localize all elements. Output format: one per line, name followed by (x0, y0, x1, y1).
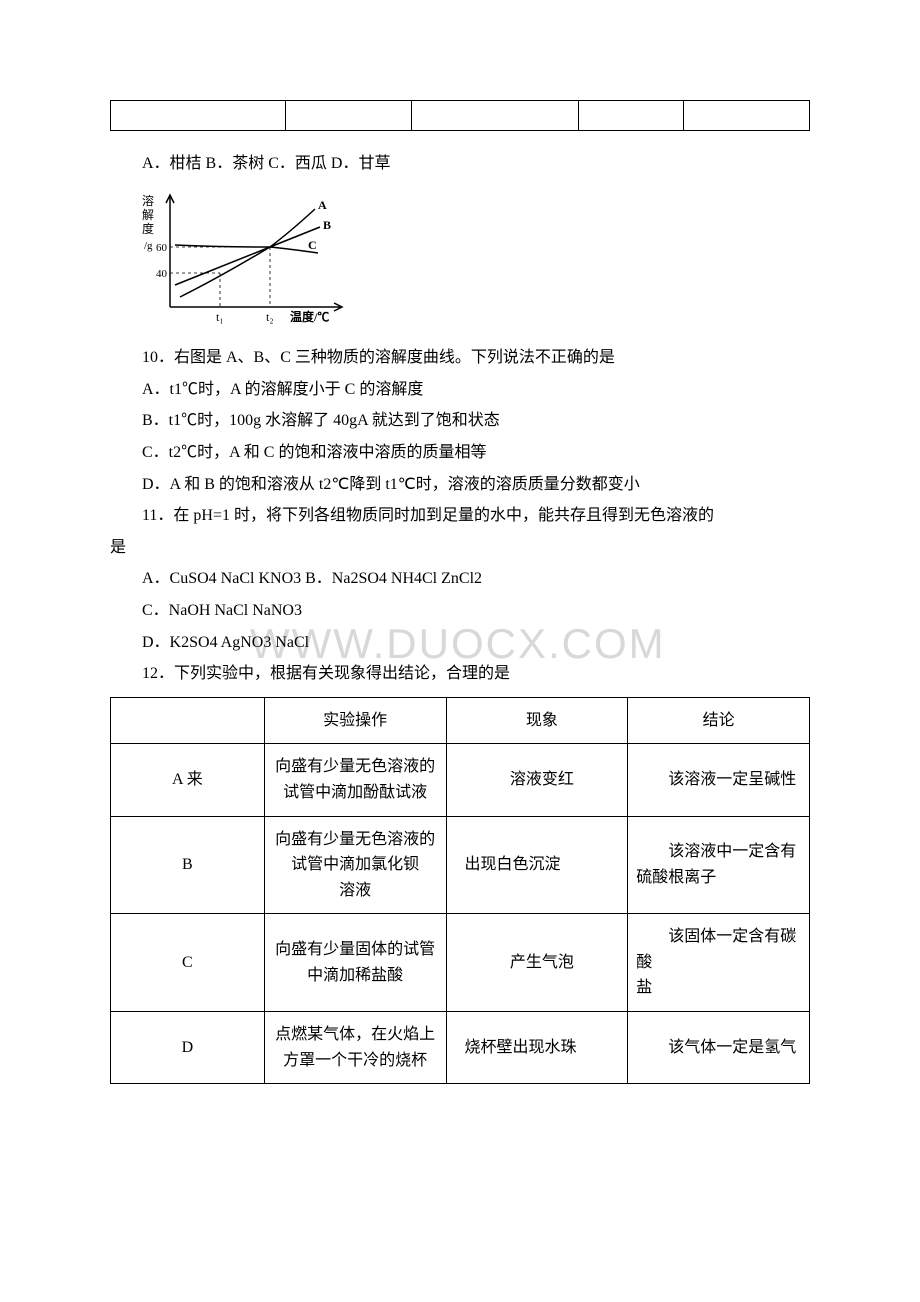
svg-text:B: B (323, 218, 331, 232)
row-d-conc: 该气体一定是氢气 (628, 1012, 810, 1084)
table-row: C 向盛有少量固体的试管中滴加稀盐酸 产生气泡 该固体一定含有碳酸 盐 (111, 914, 810, 1012)
svg-text:t₂: t₂ (266, 310, 274, 324)
q10-optB: B．t1℃时，100g 水溶解了 40gA 就达到了饱和状态 (110, 408, 810, 434)
q9-options: A．柑桔 B．茶树 C．西瓜 D．甘草 (110, 151, 810, 177)
q11-optAB: A．CuSO4 NaCl KNO3 B．Na2SO4 NH4Cl ZnCl2 (110, 566, 810, 592)
table-row: A 来 向盛有少量无色溶液的试管中滴加酚酞试液 溶液变红 该溶液一定呈碱性 (111, 744, 810, 816)
row-a-op: 向盛有少量无色溶液的试管中滴加酚酞试液 (264, 744, 446, 816)
ytick-60: 60 (156, 242, 168, 254)
row-d-phen: 烧杯壁出现水珠 (446, 1012, 628, 1084)
svg-text:t₁: t₁ (216, 310, 224, 324)
q11-stem-2: 是 (110, 535, 810, 561)
q11-optD: D．K2SO4 AgNO3 NaCl (110, 630, 810, 656)
row-d-op: 点燃某气体，在火焰上方罩一个干冷的烧杯 (264, 1012, 446, 1084)
row-d-label: D (111, 1012, 265, 1084)
svg-text:解: 解 (142, 208, 154, 222)
q10-optC: C．t2℃时，A 和 C 的饱和溶液中溶质的质量相等 (110, 440, 810, 466)
svg-text:/g: /g (144, 240, 153, 252)
row-c-op: 向盛有少量固体的试管中滴加稀盐酸 (264, 914, 446, 1012)
table-header-row: 实验操作 现象 结论 (111, 697, 810, 744)
row-b-phen: 出现白色沉淀 (446, 816, 628, 914)
row-c-label: C (111, 914, 265, 1012)
svg-text:C: C (308, 238, 317, 252)
th-blank (111, 697, 265, 744)
row-b-label: B (111, 816, 265, 914)
row-a-label: A 来 (111, 744, 265, 816)
q10-optA: A．t1℃时，A 的溶解度小于 C 的溶解度 (110, 377, 810, 403)
table-row: D 点燃某气体，在火焰上方罩一个干冷的烧杯 烧杯壁出现水珠 该气体一定是氢气 (111, 1012, 810, 1084)
ytick-40: 40 (156, 268, 168, 280)
experiment-table: 实验操作 现象 结论 A 来 向盛有少量无色溶液的试管中滴加酚酞试液 溶液变红 … (110, 697, 810, 1085)
row-b-conc: 该溶液中一定含有硫酸根离子 (628, 816, 810, 914)
th-operation: 实验操作 (264, 697, 446, 744)
svg-text:A: A (318, 198, 327, 212)
svg-text:温度/℃: 温度/℃ (290, 309, 329, 324)
table-row: B 向盛有少量无色溶液的试管中滴加氯化钡 溶液 出现白色沉淀 该溶液中一定含有硫… (111, 816, 810, 914)
row-c-phen: 产生气泡 (446, 914, 628, 1012)
q11-optC: C．NaOH NaCl NaNO3 (110, 598, 810, 624)
th-phenomenon: 现象 (446, 697, 628, 744)
row-b-op: 向盛有少量无色溶液的试管中滴加氯化钡 溶液 (264, 816, 446, 914)
empty-header-table (110, 100, 810, 131)
row-a-conc: 该溶液一定呈碱性 (628, 744, 810, 816)
q10-optD: D．A 和 B 的饱和溶液从 t2℃降到 t1℃时，溶液的溶质质量分数都变小 (110, 472, 810, 498)
solubility-chart: 溶 解 度 /g 60 40 A B C t₁ t₂ 温度/℃ (140, 187, 810, 336)
q11-stem-1: 11．在 pH=1 时，将下列各组物质同时加到足量的水中，能共存且得到无色溶液的 (110, 503, 810, 529)
th-conclusion: 结论 (628, 697, 810, 744)
row-c-conc: 该固体一定含有碳酸 盐 (628, 914, 810, 1012)
q10-stem: 10．右图是 A、B、C 三种物质的溶解度曲线。下列说法不正确的是 (110, 345, 810, 371)
q12-stem: 12．下列实验中，根据有关现象得出结论，合理的是 (110, 661, 810, 687)
row-a-phen: 溶液变红 (446, 744, 628, 816)
svg-text:溶: 溶 (142, 193, 154, 208)
svg-text:度: 度 (142, 221, 154, 236)
